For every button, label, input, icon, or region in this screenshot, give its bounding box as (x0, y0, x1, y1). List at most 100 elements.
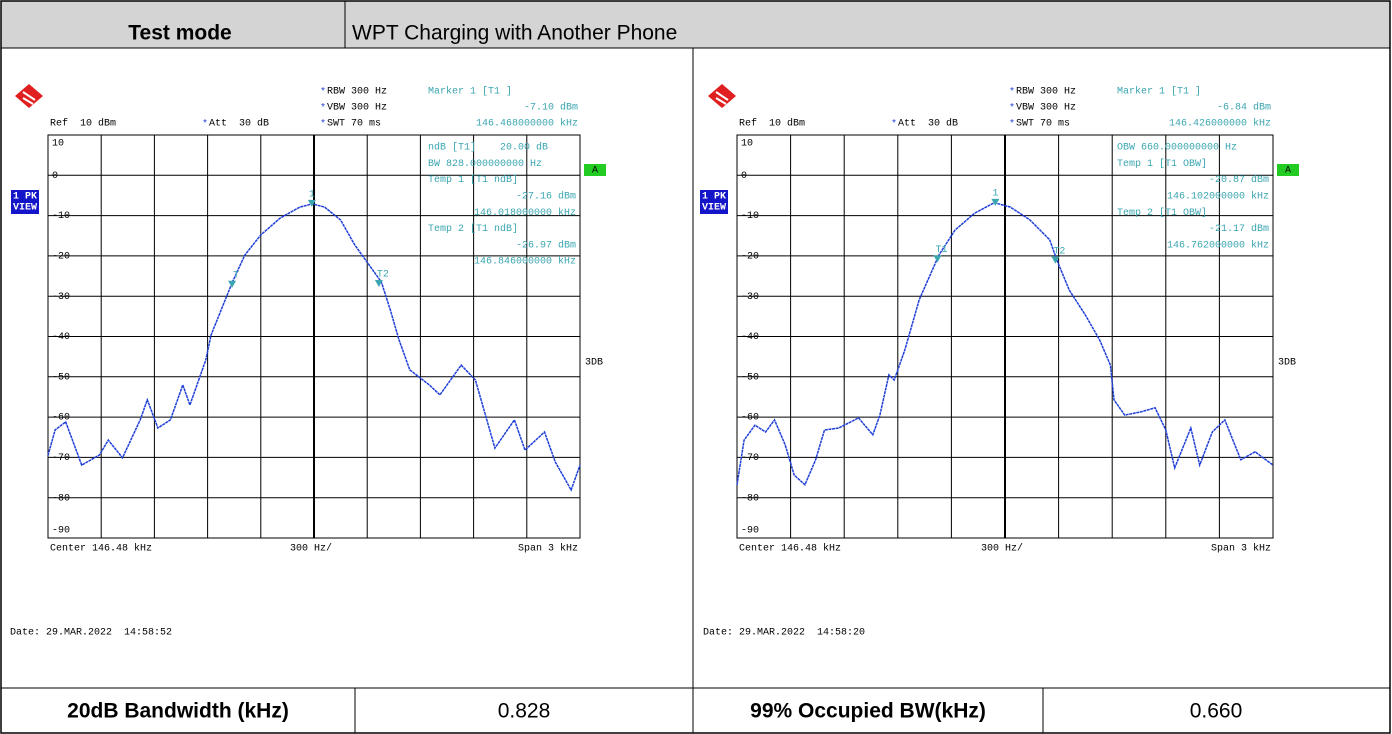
y-tick-label: -80 (52, 493, 70, 504)
a-label-bg (584, 164, 606, 176)
ref: Ref 10 dBm (50, 118, 116, 130)
y-tick-label: -50 (741, 372, 759, 383)
result-label: 99% Occupied BW(kHz) (750, 700, 986, 723)
readout-line: -21.17 dBm (1209, 223, 1269, 235)
div: 300 Hz/ (981, 543, 1023, 555)
trace-label: 1 PK (702, 192, 726, 203)
star: * (320, 103, 326, 115)
marker-level: -6.84 dBm (1217, 102, 1271, 114)
readout-line: 146.102000000 kHz (1167, 191, 1269, 203)
star: * (202, 119, 208, 131)
readout-line: 146.846000000 kHz (474, 256, 576, 268)
y-tick-label: -50 (52, 372, 70, 383)
star: * (891, 119, 897, 131)
y-tick-label: -10 (741, 211, 759, 222)
marker (933, 255, 942, 263)
marker (228, 280, 237, 288)
marker (307, 199, 316, 207)
star: * (1009, 103, 1015, 115)
readout-line: BW 828.000000000 Hz (428, 159, 542, 170)
marker (374, 279, 383, 287)
trace-label-bg (11, 190, 39, 214)
y-tick-label: -60 (741, 413, 759, 424)
center: Center 146.48 kHz (50, 543, 152, 555)
vbw: VBW 300 Hz (1016, 103, 1076, 114)
swt: SWT 70 ms (1016, 119, 1070, 130)
y-tick-label: -40 (52, 332, 70, 343)
y-tick-label: -90 (741, 526, 759, 537)
att: Att 30 dB (898, 118, 958, 130)
y-tick-label: -90 (52, 526, 70, 537)
readout-line: 146.762000000 kHz (1167, 239, 1269, 251)
result-value: 0.660 (1190, 700, 1243, 723)
y-tick-label: -70 (741, 453, 759, 464)
rbw: RBW 300 Hz (327, 87, 387, 98)
y-tick-label: -60 (52, 413, 70, 424)
marker-title: Marker 1 [T1 ] (1117, 86, 1201, 98)
readout-line: Temp 1 [T1 OBW] (1117, 158, 1207, 170)
logo-mark (715, 91, 729, 105)
trace (47, 203, 581, 492)
y-tick-label: -30 (741, 292, 759, 303)
result-value: 0.828 (498, 700, 551, 723)
readout-line: -26.97 dBm (516, 239, 576, 251)
star: * (320, 119, 326, 131)
marker-label: T1 (935, 245, 947, 256)
a-label: A (1285, 166, 1291, 177)
readout-line: Temp 2 [T1 OBW] (1117, 207, 1207, 219)
y-tick-label: -30 (52, 292, 70, 303)
div: 300 Hz/ (290, 543, 332, 555)
readout-line: -27.16 dBm (516, 191, 576, 203)
marker-level: -7.10 dBm (524, 102, 578, 114)
trace-label-bg (700, 190, 728, 214)
y-tick-label: 0 (52, 171, 58, 182)
marker-label: 1 (992, 189, 998, 200)
y-tick-label: -20 (741, 252, 759, 263)
y-tick-label: 0 (741, 171, 747, 182)
star: * (320, 87, 326, 99)
y-tick-label: 10 (52, 139, 64, 150)
y-tick-label: -40 (741, 332, 759, 343)
marker-label: T2 (377, 270, 389, 281)
ref: Ref 10 dBm (739, 118, 805, 130)
marker-freq: 146.468000000 kHz (476, 118, 578, 130)
span: Span 3 kHz (1211, 543, 1271, 555)
readout-line: ndB [T1] 20.00 dB (428, 142, 548, 154)
readout-line: Temp 2 [T1 ndB] (428, 223, 518, 235)
date: Date: 29.MAR.2022 14:58:52 (10, 628, 172, 639)
trace-label: 1 PK (13, 192, 37, 203)
a-label-bg (1277, 164, 1299, 176)
marker-freq: 146.426000000 kHz (1169, 118, 1271, 130)
star: * (1009, 119, 1015, 131)
y-tick-label: -80 (741, 493, 759, 504)
swt: SWT 70 ms (327, 119, 381, 130)
y-tick-label: -10 (52, 211, 70, 222)
trace-label: VIEW (13, 203, 37, 214)
star: * (1009, 87, 1015, 99)
readout-line: 146.018000000 kHz (474, 207, 576, 219)
logo-mark (22, 91, 36, 105)
header-label: Test mode (128, 22, 231, 45)
header-bg (1, 1, 1390, 48)
marker (991, 198, 1000, 206)
marker-label: T2 (1053, 246, 1065, 257)
span: Span 3 kHz (518, 543, 578, 555)
trace-label: VIEW (702, 203, 726, 214)
readout-line: Temp 1 [T1 ndB] (428, 174, 518, 186)
date: Date: 29.MAR.2022 14:58:20 (703, 628, 865, 639)
db-label: 3DB (1278, 358, 1296, 369)
marker-label: 1 (309, 190, 315, 201)
att: Att 30 dB (209, 118, 269, 130)
readout-line: -20.87 dBm (1209, 174, 1269, 186)
header-value: WPT Charging with Another Phone (352, 22, 677, 45)
y-tick-label: -20 (52, 252, 70, 263)
marker-label: T (233, 270, 239, 281)
y-tick-label: 10 (741, 139, 753, 150)
center: Center 146.48 kHz (739, 543, 841, 555)
marker (1051, 256, 1060, 264)
a-label: A (592, 166, 598, 177)
db-label: 3DB (585, 358, 603, 369)
vbw: VBW 300 Hz (327, 103, 387, 114)
